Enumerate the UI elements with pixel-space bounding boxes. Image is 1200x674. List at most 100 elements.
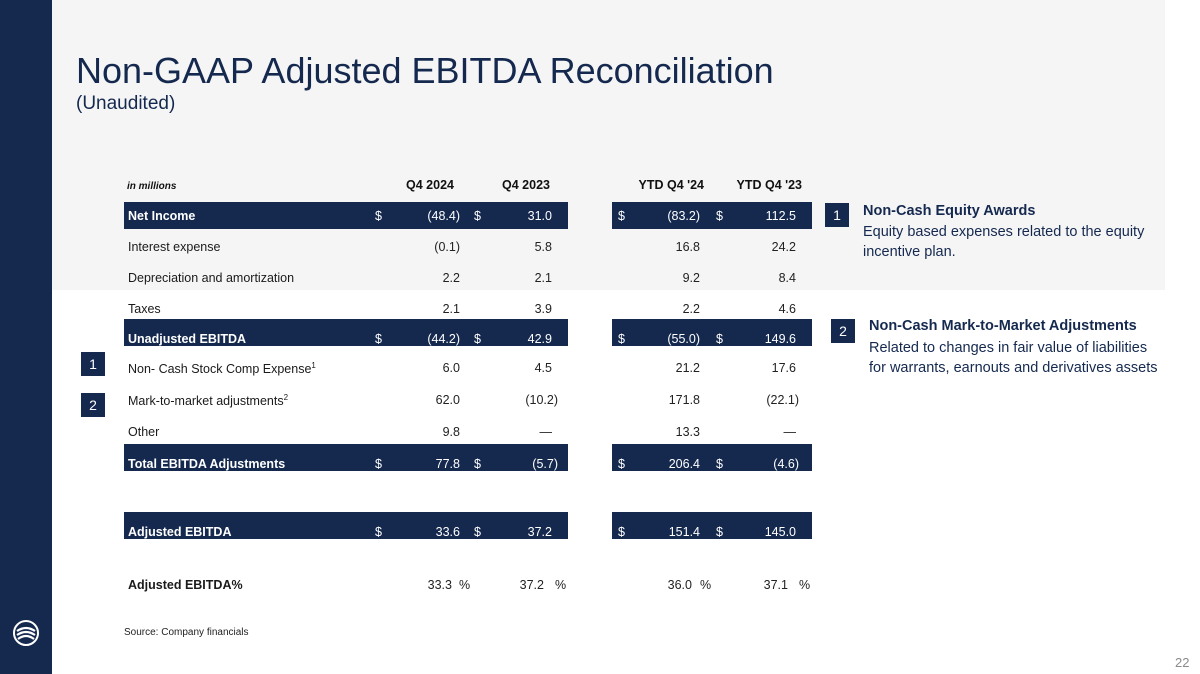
value-cell: 33.6 xyxy=(435,525,460,539)
row-label-net-income: Net Income xyxy=(128,209,196,223)
value-cell: 171.8 xyxy=(668,393,700,407)
currency-sign: $ xyxy=(716,525,723,539)
value-cell: 42.9 xyxy=(527,332,552,346)
value-cell: 24.2 xyxy=(771,240,796,254)
footnote-marker-2: 2 xyxy=(81,393,105,417)
value-cell: 4.6 xyxy=(778,302,796,316)
value-cell: 21.2 xyxy=(675,361,700,375)
row-label-unadjusted-ebitda: Unadjusted EBITDA xyxy=(128,332,247,346)
note-1-badge: 1 xyxy=(825,203,849,227)
value-cell: 3.9 xyxy=(534,302,552,316)
adjusted-ebitda-band-right xyxy=(612,512,812,539)
percent-sign: % xyxy=(555,578,567,592)
row-label-mark-to-market: Mark-to-market adjustments2 xyxy=(128,393,289,409)
value-cell: (5.7) xyxy=(532,457,558,471)
header-panel xyxy=(52,0,1165,290)
value-cell: — xyxy=(783,425,797,439)
value-cell: 6.0 xyxy=(442,361,460,375)
value-cell: 37.2 xyxy=(527,525,552,539)
note-2-badge: 2 xyxy=(831,319,855,343)
value-cell: 112.5 xyxy=(765,209,796,223)
value-cell: 151.4 xyxy=(668,525,700,539)
left-sidebar-band xyxy=(0,0,52,674)
value-cell: (10.2) xyxy=(525,393,558,407)
value-cell: 4.5 xyxy=(534,361,552,375)
note-2-title: Non-Cash Mark-to-Market Adjustments xyxy=(869,318,1137,334)
row-label-other: Other xyxy=(128,425,160,439)
currency-sign: $ xyxy=(474,332,481,346)
column-header-q4-2024: Q4 2024 xyxy=(406,178,454,192)
page-title: Non-GAAP Adjusted EBITDA Reconciliation xyxy=(76,50,774,91)
value-cell: 37.2 xyxy=(519,578,544,592)
net-income-band-right xyxy=(612,202,812,229)
value-cell: 145.0 xyxy=(764,525,796,539)
percent-sign: % xyxy=(799,578,811,592)
value-cell: 206.4 xyxy=(668,457,700,471)
value-cell: 37.1 xyxy=(763,578,788,592)
value-cell: 8.4 xyxy=(778,271,796,285)
currency-sign: $ xyxy=(618,457,625,471)
row-label-adjusted-ebitda-pct: Adjusted EBITDA% xyxy=(128,578,243,592)
page-number: 22 xyxy=(1175,655,1190,670)
currency-sign: $ xyxy=(474,457,481,471)
unadjusted-ebitda-band-right xyxy=(612,319,812,346)
adjusted-ebitda-band-left xyxy=(124,512,568,539)
unadjusted-ebitda-band-left xyxy=(124,319,568,346)
currency-sign: $ xyxy=(375,209,382,223)
row-label-interest-expense: Interest expense xyxy=(128,240,221,254)
value-cell: 31.0 xyxy=(527,209,552,223)
value-cell: (22.1) xyxy=(766,393,799,407)
row-label-adjusted-ebitda: Adjusted EBITDA xyxy=(128,525,232,539)
value-cell: (55.0) xyxy=(667,332,700,346)
row-label-depreciation-amortization: Depreciation and amortization xyxy=(128,271,295,285)
note-1-title: Non-Cash Equity Awards xyxy=(863,203,1036,219)
page-subtitle: (Unaudited) xyxy=(76,93,176,114)
column-header-q4-2023: Q4 2023 xyxy=(502,178,550,192)
column-header-ytd-q4-23: YTD Q4 '23 xyxy=(736,178,803,192)
value-cell: 2.1 xyxy=(442,302,460,316)
value-cell: (83.2) xyxy=(667,209,700,223)
percent-sign: % xyxy=(700,578,712,592)
value-cell: 17.6 xyxy=(771,361,796,375)
row-label-taxes: Taxes xyxy=(128,302,161,316)
currency-sign: $ xyxy=(618,525,625,539)
value-cell: 16.8 xyxy=(675,240,700,254)
source-note: Source: Company financials xyxy=(124,627,249,638)
value-cell: (44.2) xyxy=(427,332,460,346)
currency-sign: $ xyxy=(375,332,382,346)
value-cell: (4.6) xyxy=(773,457,799,471)
note-2-body: Related to changes in fair value of liab… xyxy=(869,340,1158,376)
currency-sign: $ xyxy=(474,525,481,539)
row-label-stock-comp: Non- Cash Stock Comp Expense1 xyxy=(128,361,316,377)
value-cell: 9.2 xyxy=(682,271,700,285)
row-label-total-adjustments: Total EBITDA Adjustments xyxy=(128,457,286,471)
total-adjustments-band-right xyxy=(612,444,812,471)
value-cell: 2.2 xyxy=(682,302,700,316)
column-header-ytd-q4-24: YTD Q4 '24 xyxy=(638,178,705,192)
percent-sign: % xyxy=(459,578,471,592)
total-adjustments-band-left xyxy=(124,444,568,471)
currency-sign: $ xyxy=(716,332,723,346)
currency-sign: $ xyxy=(375,525,382,539)
company-logo-icon xyxy=(13,620,39,646)
currency-sign: $ xyxy=(716,457,723,471)
value-cell: 2.1 xyxy=(534,271,552,285)
note-1-body: Equity based expenses related to the equ… xyxy=(863,224,1145,260)
value-cell: 33.3 xyxy=(427,578,452,592)
value-cell: (48.4) xyxy=(427,209,460,223)
currency-sign: $ xyxy=(618,209,625,223)
net-income-band-left xyxy=(124,202,568,229)
currency-sign: $ xyxy=(618,332,625,346)
value-cell: 13.3 xyxy=(675,425,700,439)
value-cell: 9.8 xyxy=(442,425,460,439)
value-cell: — xyxy=(539,425,553,439)
value-cell: 2.2 xyxy=(442,271,460,285)
value-cell: (0.1) xyxy=(434,240,460,254)
footnote-marker-1: 1 xyxy=(81,352,105,376)
value-cell: 62.0 xyxy=(435,393,460,407)
value-cell: 149.6 xyxy=(764,332,796,346)
value-cell: 77.8 xyxy=(435,457,460,471)
value-cell: 5.8 xyxy=(534,240,552,254)
currency-sign: $ xyxy=(716,209,723,223)
currency-sign: $ xyxy=(375,457,382,471)
